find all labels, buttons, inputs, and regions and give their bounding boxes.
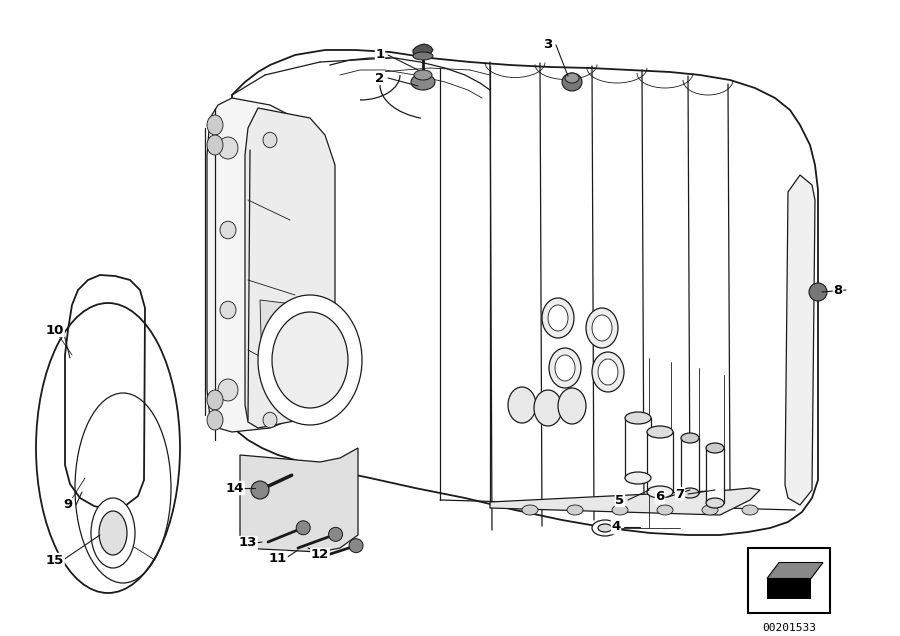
Text: 4: 4 bbox=[611, 520, 621, 534]
Polygon shape bbox=[767, 562, 823, 579]
Ellipse shape bbox=[681, 433, 699, 443]
Polygon shape bbox=[681, 438, 699, 493]
Ellipse shape bbox=[809, 283, 827, 301]
Ellipse shape bbox=[625, 412, 651, 424]
Polygon shape bbox=[65, 275, 145, 510]
Ellipse shape bbox=[598, 524, 612, 532]
Ellipse shape bbox=[549, 348, 581, 388]
Text: 12: 12 bbox=[310, 548, 329, 562]
Polygon shape bbox=[232, 50, 818, 535]
Ellipse shape bbox=[220, 301, 236, 319]
Ellipse shape bbox=[592, 315, 612, 341]
Ellipse shape bbox=[681, 488, 699, 498]
Polygon shape bbox=[625, 418, 651, 478]
Ellipse shape bbox=[612, 505, 628, 515]
Ellipse shape bbox=[328, 527, 343, 541]
Polygon shape bbox=[245, 108, 335, 428]
Ellipse shape bbox=[742, 505, 758, 515]
Text: 8: 8 bbox=[833, 284, 842, 296]
Text: 10: 10 bbox=[46, 324, 64, 336]
Ellipse shape bbox=[548, 305, 568, 331]
Text: 3: 3 bbox=[544, 39, 553, 52]
Text: 15: 15 bbox=[46, 553, 64, 567]
Ellipse shape bbox=[258, 295, 362, 425]
Ellipse shape bbox=[586, 308, 618, 348]
Text: 6: 6 bbox=[655, 490, 664, 504]
Ellipse shape bbox=[218, 137, 238, 159]
Ellipse shape bbox=[207, 115, 223, 135]
Ellipse shape bbox=[522, 505, 538, 515]
Ellipse shape bbox=[263, 132, 277, 148]
Ellipse shape bbox=[251, 481, 269, 499]
Text: 00201533: 00201533 bbox=[762, 623, 816, 633]
Ellipse shape bbox=[296, 521, 310, 535]
Ellipse shape bbox=[657, 505, 673, 515]
Ellipse shape bbox=[207, 390, 223, 410]
Ellipse shape bbox=[625, 472, 651, 484]
Ellipse shape bbox=[207, 135, 223, 155]
Ellipse shape bbox=[349, 539, 363, 553]
Polygon shape bbox=[647, 432, 673, 492]
Text: 5: 5 bbox=[616, 494, 625, 506]
Polygon shape bbox=[785, 175, 815, 505]
Ellipse shape bbox=[413, 52, 433, 60]
Ellipse shape bbox=[592, 520, 618, 536]
Polygon shape bbox=[413, 44, 433, 56]
Ellipse shape bbox=[555, 355, 575, 381]
Ellipse shape bbox=[706, 443, 724, 453]
Ellipse shape bbox=[220, 221, 236, 238]
Text: 7: 7 bbox=[675, 488, 685, 501]
Ellipse shape bbox=[565, 73, 579, 83]
Polygon shape bbox=[490, 488, 760, 515]
Polygon shape bbox=[207, 98, 318, 432]
Text: 14: 14 bbox=[226, 481, 244, 495]
Ellipse shape bbox=[411, 74, 435, 90]
Ellipse shape bbox=[558, 388, 586, 424]
Ellipse shape bbox=[218, 379, 238, 401]
Ellipse shape bbox=[263, 412, 277, 427]
Ellipse shape bbox=[598, 359, 618, 385]
Ellipse shape bbox=[592, 352, 624, 392]
Text: 13: 13 bbox=[238, 537, 257, 550]
Ellipse shape bbox=[91, 498, 135, 568]
Ellipse shape bbox=[647, 486, 673, 498]
Ellipse shape bbox=[272, 312, 348, 408]
Text: 9: 9 bbox=[63, 499, 73, 511]
Ellipse shape bbox=[542, 298, 574, 338]
Text: 2: 2 bbox=[375, 71, 384, 85]
Bar bbox=[767, 579, 811, 598]
Text: 1: 1 bbox=[375, 48, 384, 62]
Text: 11: 11 bbox=[269, 551, 287, 565]
Ellipse shape bbox=[508, 387, 536, 423]
Ellipse shape bbox=[562, 73, 582, 91]
Ellipse shape bbox=[534, 390, 562, 426]
Polygon shape bbox=[240, 448, 358, 552]
Ellipse shape bbox=[706, 498, 724, 508]
Ellipse shape bbox=[567, 505, 583, 515]
Ellipse shape bbox=[99, 511, 127, 555]
Ellipse shape bbox=[414, 70, 432, 80]
Bar bbox=[748, 548, 830, 613]
Polygon shape bbox=[260, 300, 330, 380]
Ellipse shape bbox=[702, 505, 718, 515]
Ellipse shape bbox=[647, 426, 673, 438]
Ellipse shape bbox=[207, 410, 223, 430]
Polygon shape bbox=[706, 448, 724, 503]
